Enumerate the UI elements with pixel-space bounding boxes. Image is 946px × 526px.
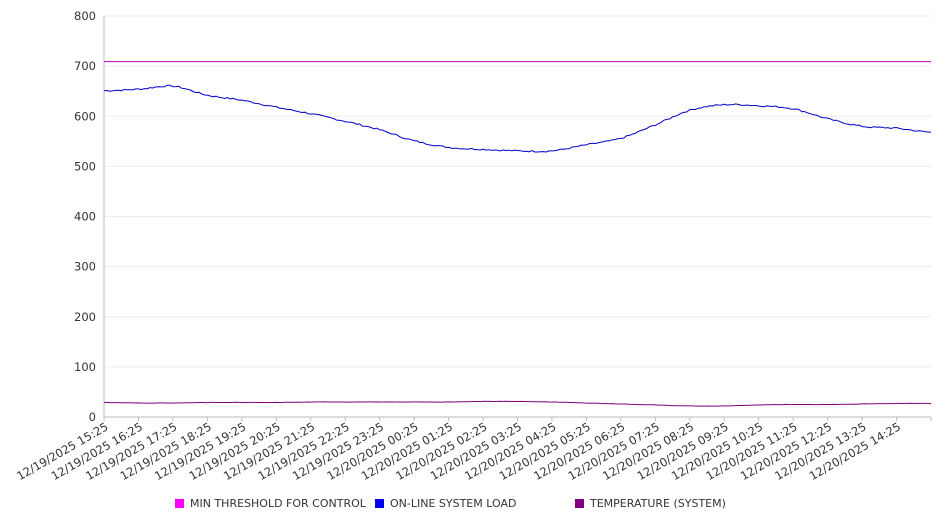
y-tick-label: 800 <box>74 9 96 23</box>
gridlines <box>104 15 931 368</box>
legend-label: TEMPERATURE (SYSTEM) <box>590 497 726 510</box>
y-tick-label: 100 <box>74 360 96 374</box>
y-tick-label: 500 <box>74 159 96 173</box>
legend-label: MIN THRESHOLD FOR CONTROL <box>190 497 366 510</box>
legend: MIN THRESHOLD FOR CONTROL ON-LINE SYSTEM … <box>0 497 946 515</box>
legend-item: MIN THRESHOLD FOR CONTROL <box>175 497 366 510</box>
y-tick-label: 700 <box>74 59 96 73</box>
y-tick-label: 400 <box>74 210 96 224</box>
y-tick-label: 0 <box>89 410 96 424</box>
legend-item: ON-LINE SYSTEM LOAD <box>375 497 516 510</box>
legend-label: ON-LINE SYSTEM LOAD <box>390 497 517 510</box>
legend-swatch <box>175 499 184 508</box>
legend-item: TEMPERATURE (SYSTEM) <box>575 497 726 510</box>
y-tick-label: 300 <box>74 260 96 274</box>
series-line <box>103 84 932 153</box>
y-tick-label: 200 <box>74 310 96 324</box>
legend-swatch <box>575 499 584 508</box>
series-line <box>103 400 932 407</box>
y-axis-ticks: 0 100 200 300 400 500 600 700 800 <box>74 9 96 424</box>
legend-swatch <box>375 499 384 508</box>
series-lines <box>103 61 932 407</box>
y-tick-label: 600 <box>74 109 96 123</box>
